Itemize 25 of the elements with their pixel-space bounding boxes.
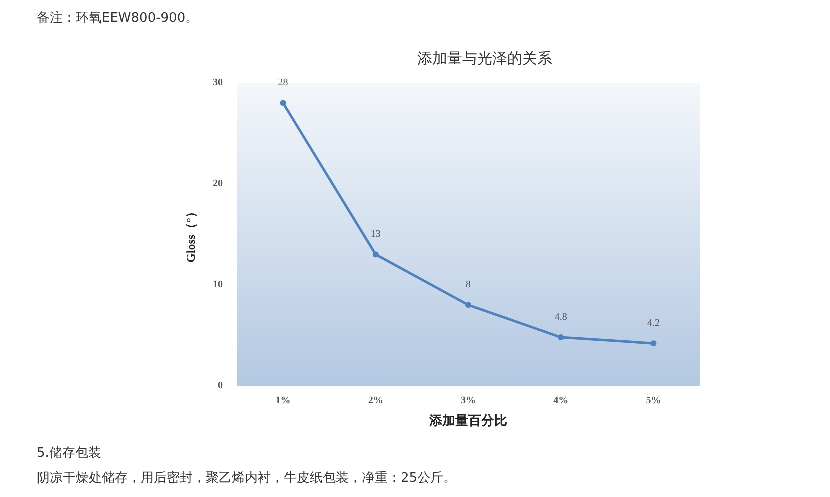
y-tick-label: 10 <box>213 280 223 290</box>
text: 5.储存包装 <box>37 446 102 461</box>
x-tick-label: 1% <box>276 396 291 406</box>
point <box>280 100 286 106</box>
text: 备注：环氧EEW800-900。 <box>37 11 199 26</box>
y-tick-label: 20 <box>213 178 223 190</box>
x-tick-label: 5% <box>646 396 662 406</box>
text: 阴凉干燥处储存，用后密封，聚乙烯内衬，牛皮纸包装，净重：25公斤。 <box>37 471 457 486</box>
data-label: 8 <box>466 280 471 291</box>
data-label: 13 <box>370 229 381 240</box>
data-label: 4.8 <box>554 312 568 324</box>
y-tick-label: 0 <box>218 380 223 392</box>
point <box>650 340 657 347</box>
x-axis-title: 添加量百分比 <box>428 413 508 428</box>
point <box>558 334 564 341</box>
chart-title: 添加量与光泽的关系 <box>418 50 552 68</box>
x-tick-label: 2% <box>368 396 384 406</box>
point <box>466 302 472 308</box>
data-label: 4.2 <box>647 318 660 330</box>
y-axis-title: Gloss（°） <box>184 206 198 263</box>
data-label: 28 <box>278 78 288 89</box>
x-tick-label: 3% <box>461 396 476 406</box>
point <box>372 252 379 258</box>
x-tick-label: 4% <box>554 396 569 406</box>
y-tick-label: 30 <box>213 78 223 88</box>
